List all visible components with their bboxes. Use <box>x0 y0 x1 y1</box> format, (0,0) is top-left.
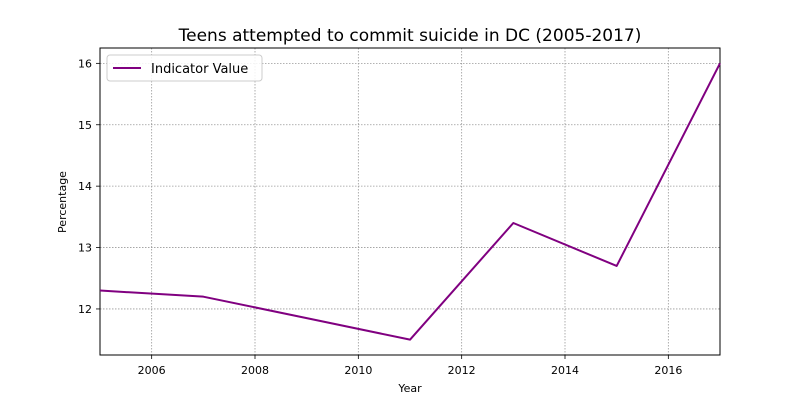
x-tick-label: 2006 <box>138 364 166 377</box>
y-tick-label: 13 <box>78 242 92 255</box>
y-axis-label: Percentage <box>56 171 69 233</box>
plot-area <box>99 47 721 356</box>
legend: Indicator Value <box>106 54 263 82</box>
x-tick-label: 2016 <box>654 364 682 377</box>
y-tick-label: 16 <box>78 57 92 70</box>
legend-box <box>106 54 263 82</box>
series-layer <box>99 62 721 341</box>
x-tick-label: 2014 <box>551 364 579 377</box>
grid <box>100 48 720 355</box>
y-tick-label: 15 <box>78 119 92 132</box>
x-axis-label: Year <box>397 382 422 395</box>
x-tick-label: 2008 <box>241 364 269 377</box>
x-tick-label: 2010 <box>344 364 372 377</box>
axis-ticks: 2006 2008 2010 2012 2014 2016 12 13 14 15 16 <box>78 57 682 377</box>
y-tick-label: 14 <box>78 180 92 193</box>
y-tick-label: 12 <box>78 303 92 316</box>
chart-title: Teens attempted to commit suicide in DC … <box>178 26 642 46</box>
legend-label: Indicator Value <box>151 62 248 77</box>
series-line <box>99 62 721 341</box>
x-tick-label: 2012 <box>448 364 476 377</box>
